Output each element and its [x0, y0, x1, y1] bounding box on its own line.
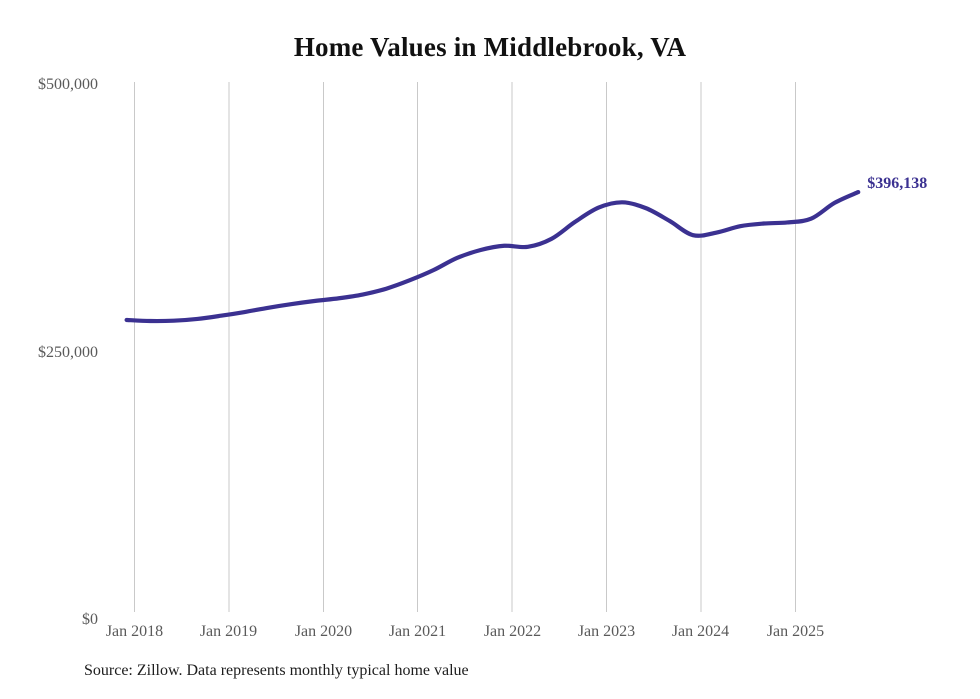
x-tick-jan-2020: Jan 2020 [294, 623, 353, 640]
y-tick-250k: $250,000 [38, 344, 98, 361]
chart-title: Home Values in Middlebrook, VA [293, 32, 687, 62]
y-tick-500k: $500,000 [38, 76, 98, 93]
x-tick-jan-2019: Jan 2019 [199, 623, 258, 640]
source-note: Source: Zillow. Data represents monthly … [84, 662, 469, 679]
x-tick-jan-2024: Jan 2024 [671, 623, 730, 640]
x-tick-jan-2018: Jan 2018 [105, 623, 164, 640]
gridlines [134, 82, 796, 612]
y-tick-0: $0 [82, 611, 98, 628]
latest-value-annotation: $396,138 [867, 175, 928, 193]
x-tick-jan-2025: Jan 2025 [766, 623, 825, 640]
home-value-line [124, 189, 861, 324]
x-tick-jan-2022: Jan 2022 [483, 623, 542, 640]
x-tick-jan-2021: Jan 2021 [388, 623, 447, 640]
x-tick-jan-2023: Jan 2023 [577, 623, 636, 640]
